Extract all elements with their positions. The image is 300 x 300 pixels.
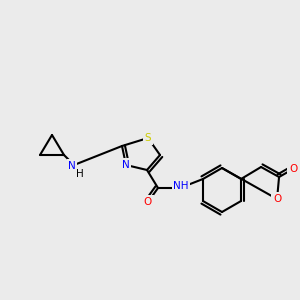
Text: O: O xyxy=(144,197,152,207)
Text: O: O xyxy=(289,164,297,174)
Text: O: O xyxy=(273,194,281,204)
Text: N: N xyxy=(68,161,76,171)
Text: S: S xyxy=(145,133,151,143)
Text: NH: NH xyxy=(173,181,189,191)
Text: H: H xyxy=(76,169,84,179)
Text: N: N xyxy=(122,160,130,170)
